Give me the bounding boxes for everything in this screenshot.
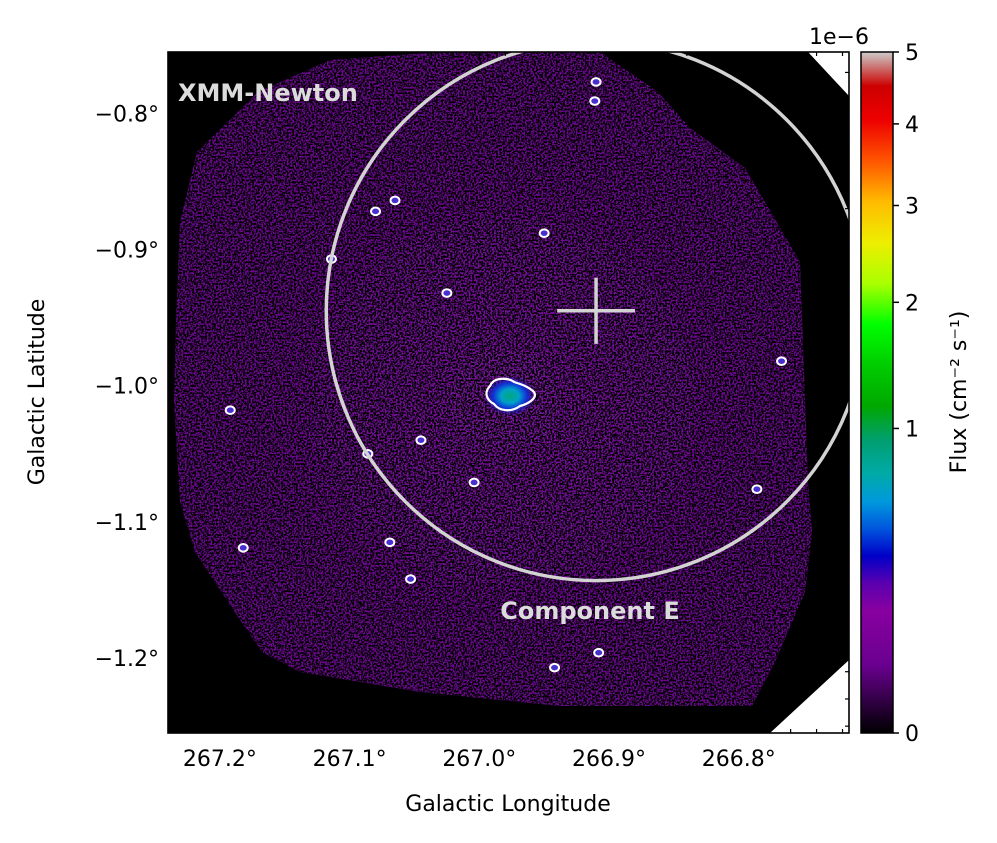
y-tick-label: −1.2° (95, 647, 159, 672)
noise-grain (174, 52, 812, 706)
instrument-label: XMM-Newton (178, 79, 358, 107)
colorbar-tick-label: 4 (905, 113, 919, 138)
x-tick-label: 267.2° (183, 747, 257, 772)
source-contours (224, 77, 788, 673)
colorbar-offset-text: 1e−6 (809, 25, 869, 50)
field-of-view (174, 52, 812, 706)
y-tick-label: −1.1° (95, 511, 159, 536)
colorbar-tick-label: 2 (905, 291, 919, 316)
point-source-contour (751, 484, 763, 495)
component-e-region-circle (324, 52, 849, 583)
point-source-contour (237, 542, 249, 553)
colorbar-tick-label: 3 (905, 194, 919, 219)
point-source-contour (224, 405, 236, 416)
point-source-contour (538, 228, 550, 238)
colorbar-tick-label: 0 (905, 722, 919, 747)
point-source-contour (441, 288, 453, 298)
y-tick-label: −0.9° (95, 238, 159, 263)
x-axis: 267.2° 267.1° 267.0° 266.9° 266.8° (183, 52, 844, 772)
plot-frame (167, 51, 850, 734)
colorbar: 0 1 2 3 4 5 1e−6 Flux (cm⁻² s⁻¹) (809, 25, 972, 747)
bright-source-contour (485, 377, 536, 412)
y-tick-label: −1.0° (95, 375, 159, 400)
y-tick-label: −0.8° (95, 102, 159, 127)
point-source-contour (415, 435, 427, 445)
point-source-contour (468, 477, 480, 488)
point-source-contour (405, 574, 417, 584)
colorbar-gradient (860, 51, 894, 734)
point-source-contour (776, 356, 788, 366)
y-axis: −0.8° −0.9° −1.0° −1.1° −1.2° (95, 71, 849, 727)
colorbar-label: Flux (cm⁻² s⁻¹) (947, 311, 972, 474)
point-source-contour (549, 662, 561, 673)
point-source-contour (389, 195, 401, 206)
x-tick-label: 267.1° (313, 747, 387, 772)
point-source-contour (590, 77, 602, 87)
y-axis-label: Galactic Latitude (25, 299, 50, 486)
component-label: Component E (500, 597, 679, 625)
center-cross-marker (557, 277, 635, 344)
point-source-contour (384, 537, 396, 548)
point-source-contour (589, 96, 601, 106)
x-axis-label: Galactic Longitude (405, 792, 610, 817)
no-data-corner-bottom-right (770, 660, 849, 733)
colorbar-tick-label: 1 (905, 417, 919, 442)
x-tick-label: 266.8° (702, 747, 776, 772)
point-source-contour (593, 647, 605, 658)
colorbar-ticks: 0 1 2 3 4 5 (893, 41, 919, 747)
x-tick-label: 266.9° (572, 747, 646, 772)
x-tick-label: 267.0° (442, 747, 516, 772)
colorbar-label-text: Flux (cm⁻² s⁻¹) (947, 311, 972, 474)
colorbar-tick-label: 5 (905, 41, 919, 66)
no-data-corner-top-right (808, 52, 849, 96)
point-source-contour (370, 206, 382, 217)
